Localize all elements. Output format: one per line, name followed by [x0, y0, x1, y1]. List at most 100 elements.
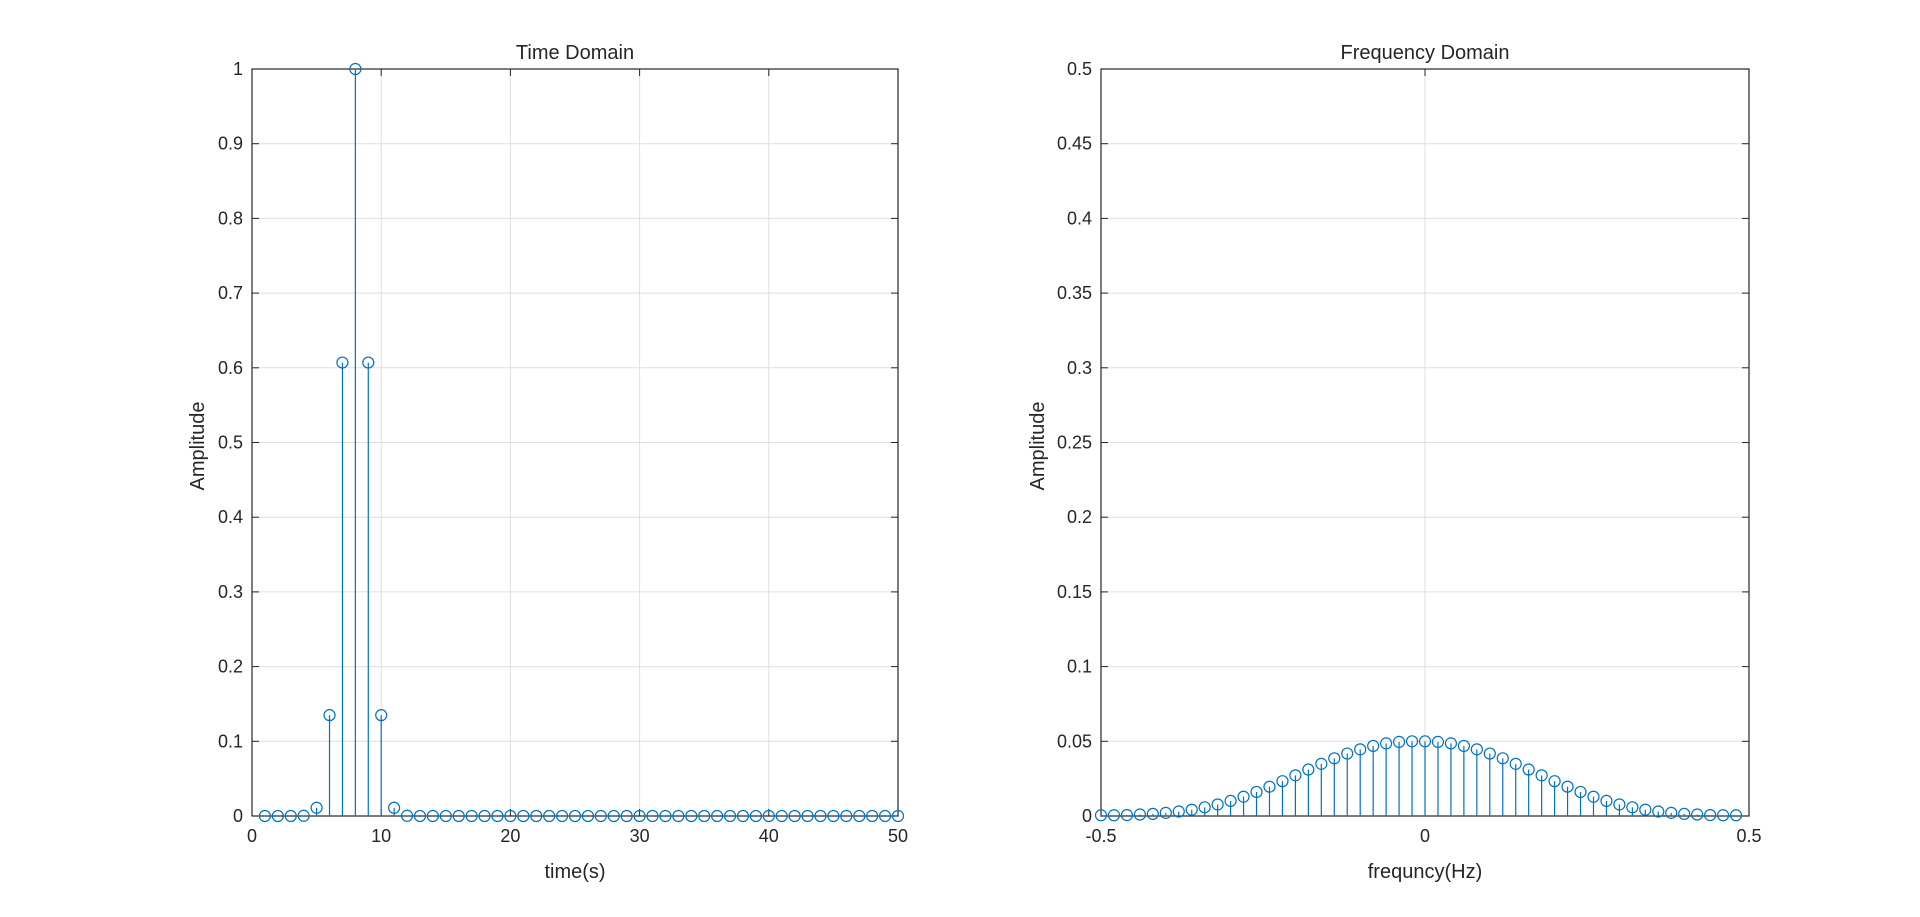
frequency-domain-stem-marker	[1729, 809, 1743, 822]
frequency-domain-stem-marker	[1237, 790, 1250, 803]
time-domain-stem-marker	[349, 62, 362, 76]
time-domain-stem-marker	[517, 809, 530, 823]
frequency-domain-stem-marker	[1431, 735, 1445, 748]
time-domain-stem-marker	[788, 809, 801, 823]
time-domain-ytick-label: 0.8	[218, 208, 243, 228]
frequency-domain-stem-marker	[1094, 809, 1108, 822]
time-domain-stem-marker	[310, 801, 323, 814]
time-domain-ytick-label: 0.1	[218, 731, 243, 751]
frequency-domain-ylabel: Amplitude	[1027, 402, 1049, 491]
time-domain-stem-marker	[323, 709, 336, 722]
frequency-domain-stem-marker	[1613, 798, 1626, 811]
time-domain-ytick-label: 1	[233, 59, 243, 79]
frequency-domain-stem-marker	[1574, 785, 1587, 799]
time-domain-ytick-label: 0.2	[218, 657, 243, 677]
frequency-domain-stem-marker	[1146, 807, 1159, 821]
frequency-domain-stem-marker	[1172, 805, 1185, 818]
frequency-domain-stem-marker	[1509, 757, 1522, 770]
frequency-domain-ytick-label: 0.45	[1057, 134, 1092, 154]
time-domain-ytick-label: 0	[233, 806, 243, 826]
frequency-domain-stem-marker	[1380, 737, 1393, 750]
frequency-domain-stem-marker	[1716, 809, 1730, 822]
time-domain-stem-marker	[749, 809, 762, 823]
time-domain-stem-marker	[478, 809, 491, 823]
time-domain-ytick-label: 0.4	[218, 507, 243, 527]
frequency-domain-title: Frequency Domain	[1341, 42, 1510, 64]
frequency-domain-stem-marker	[1354, 743, 1367, 756]
time-domain-stem-marker	[607, 809, 620, 823]
time-domain-ytick-label: 0.3	[218, 582, 243, 602]
time-domain-xtick-label: 0	[247, 826, 257, 846]
time-domain-stem-marker	[555, 809, 569, 823]
time-domain-stem-marker	[284, 809, 297, 823]
frequency-domain-markers	[1094, 735, 1743, 822]
time-domain-stems	[303, 69, 408, 816]
time-domain-stem-marker	[336, 356, 349, 369]
frequency-domain-stem-marker	[1405, 735, 1419, 748]
frequency-domain-ytick-label: 0.15	[1057, 582, 1092, 602]
frequency-domain-stem-marker	[1483, 747, 1496, 760]
time-domain-stem-marker	[891, 809, 905, 823]
frequency-domain-stem-marker	[1302, 763, 1315, 776]
frequency-domain-ytick-label: 0.2	[1067, 507, 1092, 527]
time-domain-stem-marker	[840, 809, 853, 823]
frequency-domain-ytick-label: 0.1	[1067, 657, 1092, 677]
time-domain-stem-marker	[543, 809, 556, 823]
time-domain-ytick-label: 0.9	[218, 134, 243, 154]
time-domain-stem-marker	[698, 809, 711, 823]
frequency-domain-stem-marker	[1548, 775, 1561, 788]
frequency-domain-grid	[1101, 69, 1749, 816]
time-domain-stem-marker	[568, 809, 582, 823]
frequency-domain-stem-marker	[1652, 805, 1665, 818]
time-domain-stem-marker	[853, 809, 866, 823]
frequency-domain-xtick-label: 0.5	[1736, 826, 1761, 846]
time-domain-ytick-label: 0.5	[218, 433, 243, 453]
time-domain-stem-marker	[723, 809, 737, 823]
time-domain-stem-marker	[775, 809, 788, 823]
frequency-domain-stem-marker	[1120, 809, 1134, 822]
frequency-domain-xlabel: frequncy(Hz)	[1368, 861, 1482, 883]
time-domain-stem-marker	[465, 809, 478, 823]
time-domain-stem-marker	[711, 809, 724, 823]
frequency-domain-ytick-label: 0.35	[1057, 283, 1092, 303]
frequency-domain-stem-marker	[1198, 801, 1211, 814]
time-domain-tick-labels: 0 10 20 30 40 50 0 0.1 0.2 0.3 0.4 0.5 0.6 0.7 0.8 0.9 1	[218, 59, 908, 846]
frequency-domain-stem-marker	[1457, 739, 1470, 753]
time-domain-title: Time Domain	[516, 42, 634, 64]
time-domain-stem-marker	[375, 709, 388, 722]
frequency-domain-stem-marker	[1418, 735, 1432, 748]
time-domain-stem-marker	[439, 809, 452, 823]
time-domain-stem-marker	[413, 809, 427, 823]
time-domain-stem-marker	[426, 809, 439, 823]
frequency-domain-stem-marker	[1250, 785, 1263, 799]
frequency-domain-stem-marker	[1600, 794, 1613, 808]
time-domain-xtick-label: 40	[759, 826, 779, 846]
time-domain-axes-box	[251, 68, 899, 817]
frequency-domain-xtick-label: 0	[1420, 826, 1430, 846]
time-domain-stem-marker	[491, 809, 504, 823]
frequency-domain-stem-marker	[1691, 808, 1704, 821]
frequency-domain-stem-marker	[1276, 775, 1289, 788]
frequency-domain-stem-marker	[1444, 737, 1458, 750]
time-domain-stem-marker	[801, 809, 814, 823]
time-domain-stem-marker	[594, 809, 607, 823]
time-domain-grid	[252, 69, 898, 816]
time-domain-stem-marker	[736, 809, 750, 823]
frequency-domain-stem-marker	[1626, 801, 1639, 814]
frequency-domain-ytick-label: 0.25	[1057, 433, 1092, 453]
frequency-domain-stem-marker	[1522, 763, 1535, 776]
time-domain-ylabel: Amplitude	[187, 402, 209, 491]
time-domain-xtick-label: 30	[630, 826, 650, 846]
frequency-domain-stem-marker	[1639, 803, 1652, 816]
time-domain-stem-marker	[620, 809, 633, 823]
time-domain-stem-marker	[762, 809, 775, 823]
frequency-domain-stem-marker	[1263, 780, 1276, 793]
frequency-domain-stem-marker	[1328, 752, 1341, 765]
frequency-domain-stem-marker	[1211, 798, 1224, 811]
frequency-domain-ytick-label: 0.05	[1057, 731, 1092, 751]
time-domain-xtick-label: 20	[500, 826, 520, 846]
time-domain-stem-marker	[271, 809, 284, 823]
time-domain-stem-marker	[452, 809, 465, 823]
frequency-domain-stems	[1100, 741, 1737, 816]
frequency-domain-stem-marker	[1367, 739, 1380, 753]
